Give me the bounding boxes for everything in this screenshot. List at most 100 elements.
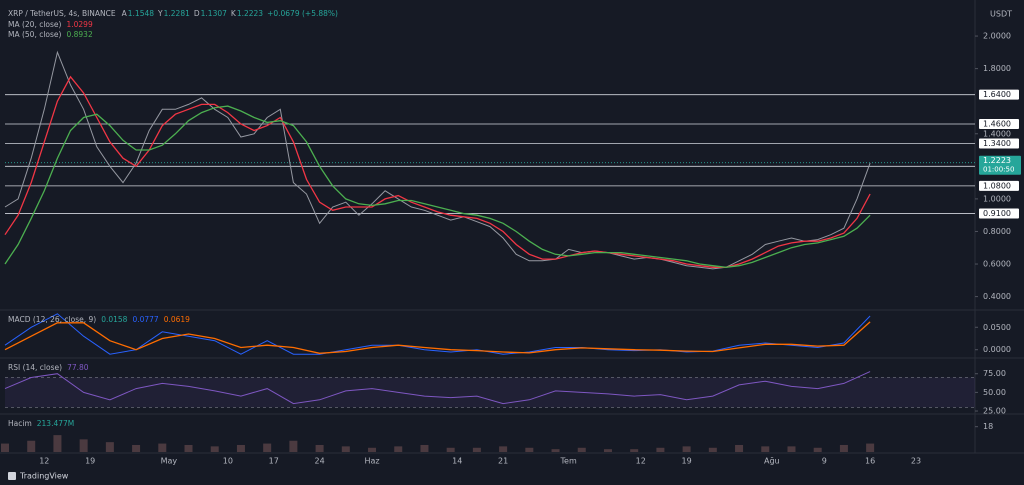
level-label-box	[979, 89, 1019, 100]
logo-icon	[8, 472, 16, 480]
x-tick-label: 17	[269, 457, 279, 466]
volume-bar	[472, 447, 481, 452]
x-tick-label: 12	[39, 457, 49, 466]
volume-bar	[1, 443, 9, 452]
x-tick-label: 19	[682, 457, 692, 466]
series-line	[4, 105, 871, 268]
y-tick-label: 0.4000	[983, 292, 1011, 301]
ohlc-key: Y	[157, 9, 163, 18]
x-tick-label: 10	[223, 457, 233, 466]
x-tick-label: Tem	[560, 457, 577, 466]
x-tick-label: 19	[85, 457, 95, 466]
y-tick-label: 25.00	[983, 407, 1006, 416]
volume-bar	[525, 447, 534, 452]
legend-value: 213.477M	[37, 419, 75, 428]
volume-bar	[735, 444, 744, 452]
ohlc-value: 1.2281	[164, 9, 190, 18]
y-tick-label: 0.0500	[983, 323, 1011, 332]
y-tick-label: 2.0000	[983, 32, 1011, 41]
volume-bar	[446, 447, 455, 452]
series-line	[4, 313, 871, 355]
volume-bar	[839, 444, 848, 452]
volume-bar	[420, 444, 429, 452]
x-tick-label: 21	[498, 457, 508, 466]
currency: USDT	[990, 10, 1012, 19]
x-tick-label: 9	[822, 457, 827, 466]
x-tick-label: 23	[911, 457, 921, 466]
y-tick-label: 50.00	[983, 388, 1006, 397]
legend-title: MACD (12, 26, close, 9)	[8, 315, 96, 324]
ohlc-key: K	[231, 9, 237, 18]
x-tick-label: 16	[865, 457, 875, 466]
volume-bar	[158, 443, 167, 452]
y-tick-label: 1.8000	[983, 64, 1011, 73]
rsi-band	[5, 377, 975, 408]
x-tick-label: 12	[636, 457, 646, 466]
volume-bar	[341, 446, 350, 452]
volume-bar	[551, 449, 560, 452]
volume-bar	[79, 439, 88, 452]
y-tick-label: 0.6000	[983, 260, 1011, 269]
volume-bar	[682, 446, 691, 452]
legend-value: 0.0777	[132, 315, 158, 324]
x-tick-label: May	[161, 457, 178, 466]
volume-bar	[315, 444, 324, 452]
x-tick-label: Ağu	[764, 457, 780, 466]
ohlc-key: A	[122, 9, 128, 18]
volume-bar	[656, 447, 665, 452]
volume-bar	[394, 446, 403, 452]
volume-bar	[368, 447, 377, 452]
y-tick-label: 18	[983, 422, 993, 431]
legend-name: MA (50, close)	[8, 30, 62, 39]
volume-bar	[105, 442, 114, 452]
level-label-box	[979, 138, 1019, 149]
x-tick-label: 24	[315, 457, 325, 466]
volume-bar	[603, 449, 612, 452]
legend-name: MA (20, close)	[8, 20, 62, 29]
legend-title: RSI (14, close)	[8, 363, 62, 372]
level-label-box	[979, 118, 1019, 129]
level-label: 1.4600	[983, 119, 1011, 128]
ohlc-value: 1.1548	[128, 9, 154, 18]
legend-value: 0.0158	[101, 315, 127, 324]
last-price-label: 1.2223	[983, 156, 1011, 165]
ohlc-key: D	[194, 9, 200, 18]
change: +0.0679 (+5.88%)	[267, 9, 338, 18]
volume-bar	[813, 447, 822, 452]
volume-bar	[761, 446, 770, 452]
x-tick-label: 14	[452, 457, 462, 466]
series-line	[4, 371, 871, 405]
series-line	[4, 321, 871, 354]
legend-value: 1.0299	[66, 20, 92, 29]
volume-bar	[263, 443, 272, 452]
x-tick-label: Haz	[364, 457, 379, 466]
volume-bar	[289, 440, 298, 452]
level-label-box	[979, 208, 1019, 219]
ohlc-value: 1.2223	[237, 9, 263, 18]
volume-bar	[787, 446, 796, 452]
volume-bar	[708, 447, 717, 452]
volume-bar	[210, 446, 219, 452]
last-price-box	[979, 155, 1021, 175]
volume-bar	[132, 444, 141, 452]
volume-bar	[866, 443, 875, 452]
volume-bar	[499, 446, 508, 452]
countdown: 01:00:50	[983, 166, 1014, 174]
volume-bar	[184, 444, 193, 452]
y-tick-label: 0.0000	[983, 345, 1011, 354]
y-tick-label: 0.8000	[983, 227, 1011, 236]
legend-value: 77.80	[67, 363, 89, 372]
volume-bar	[236, 444, 245, 452]
level-label-box	[979, 180, 1019, 191]
level-label: 1.6400	[983, 90, 1011, 99]
level-label: 1.0800	[983, 181, 1011, 190]
volume-bar	[630, 449, 639, 452]
y-tick-label: 1.0000	[983, 194, 1011, 203]
level-label: 0.9100	[983, 209, 1011, 218]
volume-bar	[577, 447, 586, 452]
ohlc-value: 1.1307	[201, 9, 227, 18]
y-tick-label: 1.4000	[983, 129, 1011, 138]
level-label: 1.3400	[983, 139, 1011, 148]
